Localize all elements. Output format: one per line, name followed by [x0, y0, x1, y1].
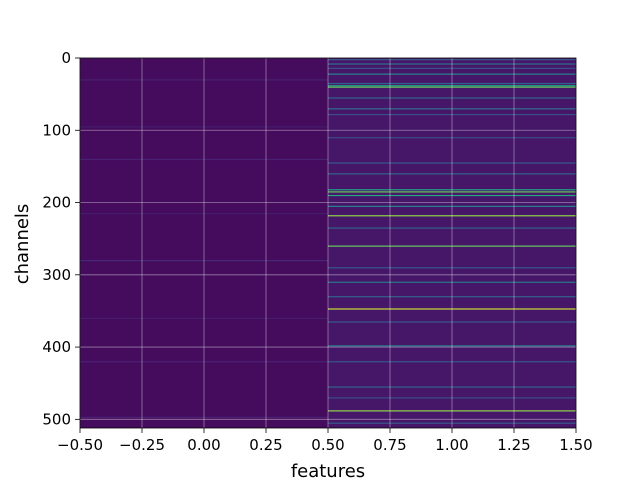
x-tick-label: 1.25	[497, 436, 530, 454]
heatmap-cell	[328, 345, 576, 347]
heatmap-cell	[328, 410, 576, 412]
heatmap-cell	[80, 259, 328, 262]
heatmap-cell	[328, 191, 576, 193]
heatmap-cell	[80, 361, 328, 363]
heatmap-cell	[328, 321, 576, 323]
heatmap-cell	[328, 108, 576, 110]
heatmap-cell	[328, 281, 576, 283]
heatmap-cell	[80, 213, 328, 215]
x-tick-label: 1.00	[435, 436, 468, 454]
x-tick-label: −0.50	[57, 436, 103, 454]
y-tick-label: 200	[42, 194, 71, 212]
y-axis-label: channels	[12, 204, 33, 285]
y-tick-label: 0	[61, 49, 71, 67]
heatmap-cell	[80, 416, 328, 418]
heatmap-cell	[328, 361, 576, 363]
heatmap-cell	[80, 317, 328, 319]
heatmap-cell	[328, 308, 576, 310]
x-tick-label: 0.00	[187, 436, 220, 454]
x-tick-label: 0.25	[249, 436, 282, 454]
heatmap-cell	[328, 173, 576, 175]
x-axis-ticks: −0.50 −0.25 0.00 0.25 0.50 0.75 1.00 1.25 1.50	[57, 428, 593, 454]
heatmap-cell	[328, 267, 576, 269]
y-tick-label: 500	[42, 410, 71, 428]
heatmap-cell	[328, 73, 576, 75]
heatmap-cell	[328, 422, 576, 424]
y-tick-label: 100	[42, 121, 71, 139]
y-tick-label: 300	[42, 266, 71, 284]
heatmap-cell	[328, 245, 576, 247]
y-tick-label: 400	[42, 338, 71, 356]
heatmap-cell	[328, 82, 576, 85]
heatmap-cell	[80, 79, 328, 81]
heatmap-cell	[328, 67, 576, 69]
heatmap-cell	[328, 86, 576, 88]
heatmap-cells	[80, 58, 576, 428]
heatmap-cell	[328, 114, 576, 116]
heatmap-cell	[328, 59, 576, 61]
heatmap-cell	[80, 158, 328, 161]
x-tick-label: −0.25	[119, 436, 165, 454]
y-axis-ticks: 0 100 200 300 400 500	[42, 49, 80, 428]
heatmap-cell	[328, 397, 576, 399]
heatmap-cell	[328, 227, 576, 229]
x-tick-label: 1.50	[559, 436, 592, 454]
heatmap-cell	[328, 194, 576, 197]
heatmap-cell	[328, 63, 576, 65]
heatmap-cell	[328, 97, 576, 99]
heatmap-cell	[80, 126, 328, 128]
x-tick-label: 0.75	[373, 436, 406, 454]
heatmap-column-0	[80, 58, 328, 428]
heatmap-cell	[328, 162, 576, 164]
x-tick-label: 0.50	[311, 436, 344, 454]
x-axis-label: features	[291, 461, 365, 480]
heatmap-cell	[328, 85, 576, 87]
heatmap-cell	[328, 215, 576, 217]
heatmap-cell	[328, 189, 576, 191]
heatmap-cell	[328, 386, 576, 388]
heatmap-column-1	[328, 58, 576, 428]
heatmap-cell	[328, 296, 576, 298]
heatmap-cell	[328, 137, 576, 139]
heatmap-cell	[328, 205, 576, 207]
